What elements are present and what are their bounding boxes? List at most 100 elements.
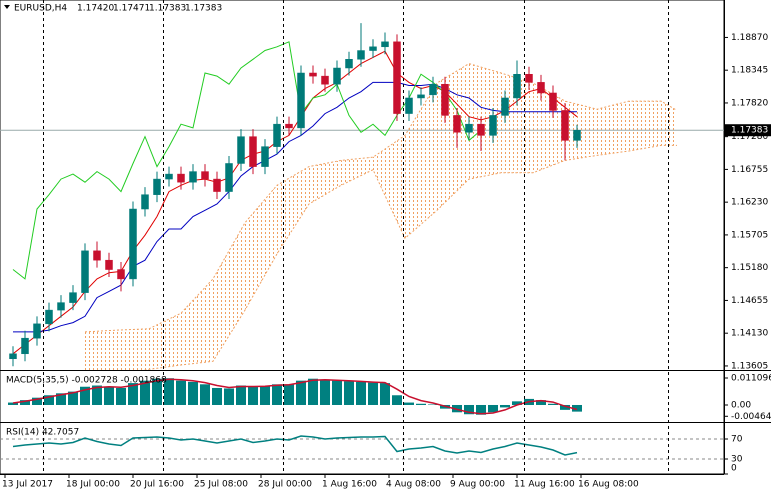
y-tick-label: 0.011096	[731, 373, 771, 383]
symbol: EURUSD,H4	[14, 4, 67, 14]
candle-body	[45, 309, 53, 325]
macd-title: MACD(5,35,5) -0.002728 -0.001868	[6, 376, 167, 386]
y-tick-label: 1.16230	[731, 198, 768, 208]
candle-body	[465, 123, 473, 133]
macd-bar	[572, 404, 582, 412]
indicator-line	[12, 50, 578, 355]
macd-bar	[80, 386, 90, 405]
candle-body	[33, 323, 41, 339]
macd-bar	[20, 400, 30, 405]
macd-bar	[272, 384, 282, 405]
macd-bar	[284, 384, 294, 405]
macd-bar	[224, 388, 234, 405]
y-tick-label: 1.13605	[731, 361, 768, 371]
candle-body	[21, 337, 29, 355]
candle-body	[549, 92, 557, 111]
candle-body	[393, 41, 401, 114]
x-tick-label: 25 Jul 08:00	[194, 480, 248, 490]
x-tick-label: 16 Aug 08:00	[578, 480, 639, 490]
y-tick-label: 1.14655	[731, 296, 768, 306]
macd-bar	[92, 385, 102, 405]
candle-body	[285, 123, 293, 129]
macd-bar	[464, 404, 474, 415]
x-tick-label: 18 Jul 00:00	[66, 480, 120, 490]
macd-bar	[164, 378, 174, 405]
y-tick-label: 1.18345	[731, 66, 768, 76]
macd-bar	[332, 380, 342, 405]
macd-bar	[104, 386, 114, 405]
y-tick-label: 1.17280	[731, 132, 768, 142]
candle-body	[321, 75, 329, 85]
candle-body	[309, 72, 317, 77]
last-price-box	[725, 124, 771, 137]
macd-bar	[476, 404, 486, 415]
candle-body	[153, 178, 161, 195]
candle-body	[441, 83, 449, 116]
macd-bar	[248, 386, 258, 405]
y-tick-label: 1.15705	[731, 230, 768, 240]
candle-body	[369, 46, 377, 51]
y-tick-label: 1.16755	[731, 165, 768, 175]
candle-body	[237, 136, 245, 164]
candle-body	[9, 353, 17, 360]
candle-body	[93, 250, 101, 261]
macd-bar	[536, 400, 546, 405]
y-tick-label: 0.00	[731, 400, 751, 410]
indicator-line	[12, 41, 482, 280]
candle-body	[513, 73, 521, 99]
macd-bar	[380, 383, 390, 405]
candle-body	[213, 178, 221, 192]
quote-open: 1.17420	[77, 4, 114, 14]
x-tick-label: 20 Jul 16:00	[130, 480, 184, 490]
macd-bar	[188, 381, 198, 405]
candle-body	[501, 97, 509, 116]
candle-body	[333, 67, 341, 85]
y-tick-label: 1.14130	[731, 329, 768, 339]
candle-body	[261, 146, 269, 167]
macd-bar	[296, 380, 306, 405]
macd-bar	[416, 403, 426, 405]
candle-body	[81, 250, 89, 293]
macd-bar	[548, 403, 558, 405]
candle-body	[189, 171, 197, 183]
last-price-label: 1.17383	[731, 126, 768, 136]
quote-low: 1.17383	[149, 4, 186, 14]
macd-bar	[200, 384, 210, 405]
y-tick-label: 1.17820	[731, 98, 768, 108]
candle-body	[429, 83, 437, 96]
candle-body	[357, 50, 365, 60]
indicator-panels	[0, 378, 724, 460]
candle-body	[297, 72, 305, 129]
macd-bar	[320, 379, 330, 405]
candle-body	[561, 110, 569, 141]
candle-body	[129, 208, 137, 280]
y-tick-label: 30	[731, 455, 743, 465]
quote-high: 1.17471	[113, 4, 150, 14]
x-tick-label: 13 Jul 2017	[2, 480, 53, 490]
macd-bar	[236, 385, 246, 405]
macd-bar	[404, 402, 414, 405]
candle-body	[225, 163, 233, 192]
macd-bar	[356, 381, 366, 405]
candle-body	[201, 171, 209, 180]
x-tick-label: 1 Aug 16:00	[322, 480, 377, 490]
candle-body	[525, 73, 533, 83]
cloud-fill	[85, 63, 677, 370]
macd-bar	[260, 386, 270, 405]
x-tick-label: 28 Jul 00:00	[258, 480, 312, 490]
candle-body	[57, 302, 65, 311]
macd-bar	[560, 404, 570, 410]
macd-bar	[500, 404, 510, 408]
candle-body	[117, 269, 125, 280]
candle-body	[477, 123, 485, 136]
macd-bar	[44, 395, 54, 405]
candle-body	[573, 129, 581, 141]
candle-body	[105, 259, 113, 270]
y-tick-label: -0.00464	[731, 412, 771, 422]
y-tick-label: 1.15180	[731, 263, 768, 273]
macd-bar	[8, 402, 18, 405]
candle-body	[345, 59, 353, 69]
candle-body	[273, 123, 281, 147]
macd-bar	[152, 378, 162, 405]
